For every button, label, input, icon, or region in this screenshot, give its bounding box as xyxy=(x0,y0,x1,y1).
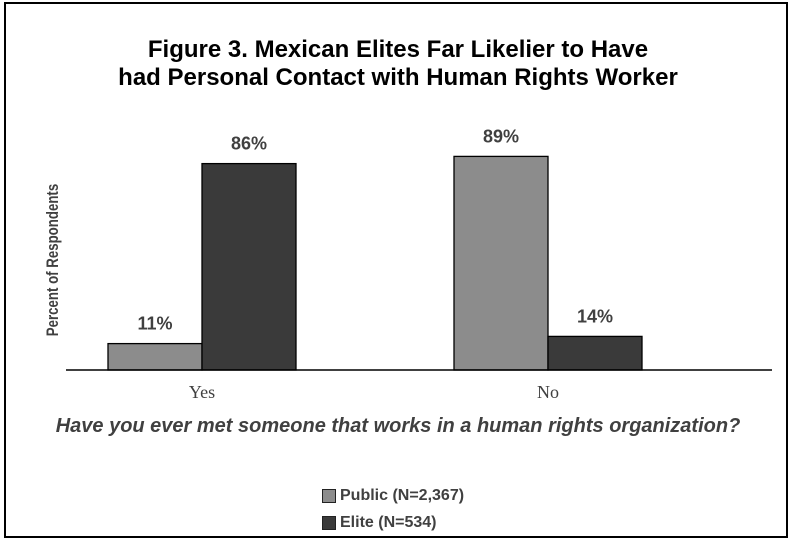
data-label-elite-no: 14% xyxy=(577,306,613,326)
x-tick-label-yes: Yes xyxy=(189,382,215,402)
y-axis-label: Percent of Respondents xyxy=(44,184,63,336)
legend-item-elite: Elite (N=534) xyxy=(322,513,464,533)
data-label-public-yes: 11% xyxy=(137,314,172,334)
bar-chart: Percent of Respondents 11% 86% Yes 89% 14% No xyxy=(44,126,772,402)
legend-swatch-elite xyxy=(322,516,336,530)
bar-elite-no xyxy=(547,335,643,371)
legend-label-public: Public (N=2,367) xyxy=(340,487,465,504)
data-label-elite-yes: 86% xyxy=(231,134,267,154)
x-tick-label-no: No xyxy=(537,382,559,402)
chart-frame: Figure 3. Mexican Elites Far Likelier to… xyxy=(4,2,788,538)
chart-title-line-1: Figure 3. Mexican Elites Far Likelier to… xyxy=(147,36,649,63)
bar-elite-yes xyxy=(201,162,297,371)
legend: Public (N=2,367) Elite (N=534) xyxy=(322,486,464,540)
bar-public-yes xyxy=(107,342,203,371)
chart-title: Figure 3. Mexican Elites Far Likelier to… xyxy=(6,36,790,92)
legend-label-elite: Elite (N=534) xyxy=(340,514,437,531)
x-axis-title: Have you ever met someone that works in … xyxy=(55,415,741,437)
legend-swatch-public xyxy=(322,489,336,503)
chart-title-line-2: had Personal Contact with Human Rights W… xyxy=(118,64,678,91)
data-label-public-no: 89% xyxy=(483,126,519,146)
bar-public-no xyxy=(453,155,549,371)
legend-item-public: Public (N=2,367) xyxy=(322,486,464,506)
